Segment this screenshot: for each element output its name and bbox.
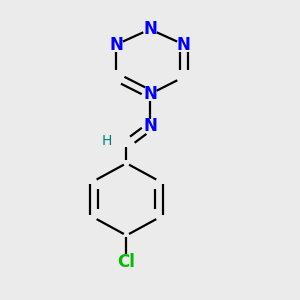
Text: N: N [143, 117, 157, 135]
Text: N: N [177, 36, 191, 54]
Text: N: N [143, 20, 157, 38]
Text: H: H [102, 134, 112, 148]
Text: Cl: Cl [118, 253, 135, 271]
Text: N: N [143, 85, 157, 103]
Text: N: N [109, 36, 123, 54]
